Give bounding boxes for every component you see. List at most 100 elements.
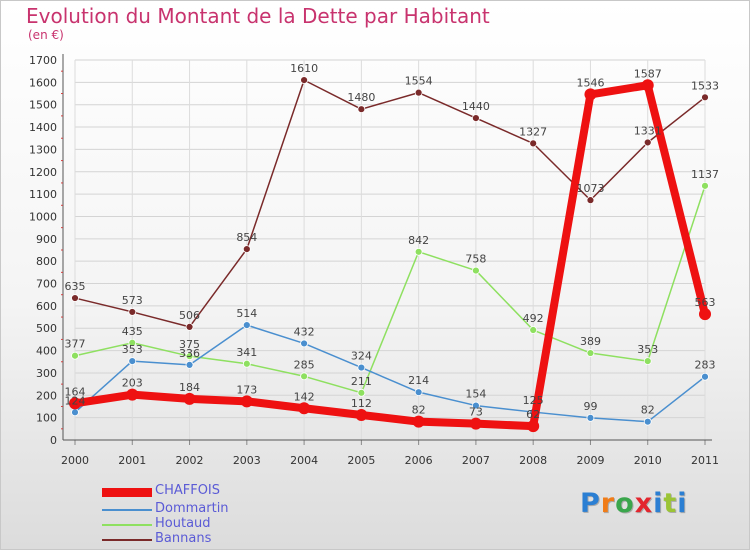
data-point-dommartin [472, 401, 480, 410]
series-line-houtaud [74, 185, 706, 394]
data-point-bannans [472, 114, 480, 123]
logo-letter: x [634, 488, 654, 519]
data-point-chaffois [126, 388, 139, 401]
data-label-houtaud: 375 [179, 338, 200, 351]
data-label-chaffois: 112 [351, 397, 372, 410]
data-label-chaffois: 82 [412, 404, 426, 417]
data-label-bannans: 573 [122, 294, 143, 307]
series-line-bannans [74, 79, 706, 328]
legend-label: CHAFFOIS [155, 483, 221, 498]
data-point-dommartin [242, 321, 251, 330]
x-tick-label: 2000 [61, 454, 89, 467]
data-point-dommartin [185, 360, 194, 369]
data-point-houtaud [643, 357, 652, 365]
data-label-bannans: 506 [179, 309, 200, 322]
data-point-houtaud [300, 372, 308, 381]
data-point-chaffois [355, 408, 368, 421]
data-label-bannans: 1610 [290, 62, 318, 75]
logo-letter: t [663, 488, 678, 519]
data-label-dommartin: 154 [465, 388, 486, 401]
data-point-houtaud [128, 338, 137, 347]
data-point-houtaud [701, 181, 709, 190]
y-tick-label: 0 [50, 434, 57, 447]
data-label-chaffois: 1546 [576, 76, 604, 89]
data-point-bannans [357, 105, 366, 114]
data-point-dommartin [414, 388, 423, 397]
proxiti-logo: Proxiti [580, 488, 688, 519]
y-tick-label: 1400 [29, 121, 57, 134]
data-label-chaffois: 184 [179, 381, 200, 394]
x-tick-label: 2003 [233, 454, 261, 467]
y-tick-label: 800 [36, 255, 57, 268]
data-point-dommartin [357, 363, 366, 372]
y-tick-label: 900 [36, 233, 57, 246]
y-tick-label: 1200 [29, 166, 57, 179]
y-tick-label: 1700 [29, 54, 57, 67]
data-label-houtaud: 492 [523, 312, 544, 325]
data-point-dommartin [300, 339, 308, 348]
data-label-chaffois: 1587 [634, 67, 662, 80]
data-label-dommartin: 324 [351, 350, 372, 363]
data-label-chaffois: 73 [469, 406, 483, 419]
data-point-bannans [643, 138, 652, 147]
data-label-bannans: 1440 [462, 100, 490, 113]
data-label-dommartin: 353 [122, 343, 143, 356]
x-tick-label: 2007 [462, 454, 490, 467]
legend-swatch [102, 509, 152, 511]
data-label-dommartin: 124 [65, 394, 86, 407]
x-tick-label: 2005 [347, 454, 375, 467]
data-label-bannans: 1480 [347, 91, 375, 104]
data-label-houtaud: 389 [580, 335, 601, 348]
x-tick-label: 2001 [118, 454, 146, 467]
data-point-chaffois [412, 415, 425, 428]
data-label-dommartin: 336 [179, 347, 200, 360]
y-tick-label: 700 [36, 278, 57, 291]
y-tick-label: 200 [36, 389, 57, 402]
data-label-houtaud: 211 [351, 375, 372, 388]
data-point-chaffois [699, 308, 711, 321]
y-tick-label: 400 [36, 345, 57, 358]
data-label-dommartin: 125 [523, 394, 544, 407]
x-tick-label: 2008 [519, 454, 547, 467]
data-label-dommartin: 283 [695, 359, 716, 372]
data-label-houtaud: 435 [122, 325, 143, 338]
data-point-chaffois [183, 392, 196, 405]
data-point-bannans [586, 196, 595, 205]
data-label-houtaud: 341 [236, 346, 257, 359]
data-point-bannans [185, 322, 194, 331]
data-label-dommartin: 99 [583, 400, 597, 413]
legend-swatch [102, 539, 152, 541]
y-tick-label: 500 [36, 322, 57, 335]
data-point-houtaud [71, 351, 79, 360]
x-tick-label: 2004 [290, 454, 318, 467]
legend-label: Bannans [155, 531, 212, 546]
series-line-chaffois [71, 81, 709, 431]
data-point-dommartin [586, 413, 595, 422]
data-label-dommartin: 214 [408, 374, 429, 387]
logo-letter: P [580, 488, 601, 519]
data-label-houtaud: 377 [65, 338, 86, 351]
data-label-dommartin: 82 [641, 404, 655, 417]
series-line-dommartin [74, 324, 706, 423]
data-point-houtaud [472, 266, 480, 275]
data-label-houtaud: 842 [408, 234, 429, 247]
y-tick-label: 1600 [29, 76, 57, 89]
data-point-bannans [242, 245, 251, 254]
data-label-chaffois: 142 [294, 390, 315, 403]
data-point-chaffois [298, 402, 311, 415]
legend-label: Houtaud [155, 516, 211, 531]
data-point-bannans [414, 88, 423, 97]
logo-letter: i [653, 488, 664, 519]
logo-letter: r [600, 488, 616, 519]
data-label-bannans: 635 [65, 280, 86, 293]
data-label-bannans: 1331 [634, 124, 662, 137]
data-point-houtaud [242, 359, 251, 368]
data-point-houtaud [357, 388, 366, 397]
data-point-bannans [128, 308, 137, 316]
data-point-bannans [71, 294, 79, 302]
data-point-chaffois [240, 395, 253, 408]
x-tick-label: 2009 [576, 454, 604, 467]
data-point-chaffois [469, 417, 482, 430]
data-label-bannans: 1554 [405, 75, 433, 88]
